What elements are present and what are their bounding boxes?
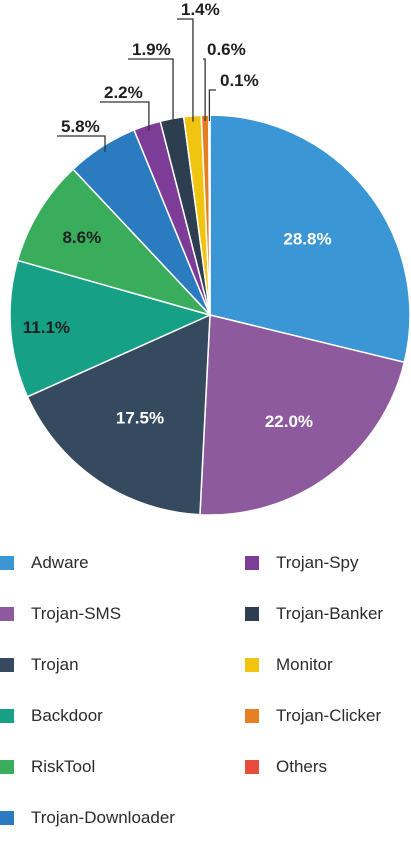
leader-line-trojan-banker: [128, 58, 174, 125]
data-label-trojan-clicker: 0.6%: [207, 40, 246, 59]
pie-slice-trojan: [26, 313, 211, 516]
legend-item-monitor: Monitor: [245, 652, 333, 678]
legend-swatch: [245, 556, 259, 570]
legend-swatch: [0, 811, 14, 825]
legend-label: Others: [276, 757, 328, 776]
legend-swatch: [0, 709, 14, 723]
leader-line-trojan-downloader: [57, 135, 106, 152]
legend-item-adware: Adware: [0, 550, 89, 576]
data-label-monitor: 1.4%: [181, 0, 220, 19]
legend-swatch: [245, 607, 259, 621]
data-label-others: 0.1%: [220, 71, 259, 90]
legend-item-trojan-sms: Trojan-SMS: [0, 601, 121, 627]
legend-item-trojan: Trojan: [0, 652, 79, 678]
legend-label: Monitor: [276, 655, 333, 674]
legend-item-others: Others: [245, 754, 327, 780]
legend-swatch: [245, 658, 259, 672]
data-label-trojan-spy: 2.2%: [104, 83, 143, 102]
pie-slice-risktool: [16, 168, 213, 317]
data-label-adware: 28.8%: [283, 229, 331, 248]
legend-label: Adware: [31, 553, 89, 572]
leader-line-trojan-spy: [100, 101, 150, 131]
leader-line-monitor: [177, 18, 194, 122]
pie-chart: 28.8% 22.0% 17.5% 11.1% 8.6% 5.8%2.2% 1.9% 1.4%…: [9, 0, 411, 516]
data-label-trojan: 17.5%: [116, 408, 164, 427]
leader-line-trojan-clicker: [203, 58, 206, 122]
data-label-risktool: 8.6%: [62, 228, 101, 247]
pie-slice-backdoor: [9, 259, 213, 398]
data-label-trojan-downloader: 5.8%: [61, 117, 100, 136]
legend-swatch: [0, 658, 14, 672]
leader-line-others: [208, 89, 216, 122]
legend-label: Trojan-Downloader: [31, 808, 175, 827]
legend-swatch: [0, 556, 14, 570]
data-label-trojan-banker: 1.9%: [132, 40, 171, 59]
legend-label: Trojan-Spy: [276, 553, 359, 572]
legend-label: Trojan-Banker: [276, 604, 384, 623]
legend-item-trojan-spy: Trojan-Spy: [245, 550, 359, 576]
legend: Adware Trojan-SMS Trojan Backdoor RiskTool Tr…: [0, 540, 411, 850]
legend-swatch: [245, 709, 259, 723]
legend-label: Trojan-Clicker: [276, 706, 382, 725]
legend-label: Trojan-SMS: [31, 604, 122, 623]
data-label-backdoor: 11.1%: [23, 318, 70, 337]
legend-item-trojan-clicker: Trojan-Clicker: [245, 703, 381, 729]
legend-item-backdoor: Backdoor: [0, 703, 103, 729]
legend-swatch: [0, 760, 14, 774]
legend-label: Backdoor: [31, 706, 103, 725]
pie-slice-trojan-sms: [199, 314, 406, 516]
pie-slice-adware: [209, 114, 411, 364]
legend-label: Trojan: [31, 655, 79, 674]
legend-label: RiskTool: [31, 757, 96, 776]
legend-swatch: [245, 760, 259, 774]
legend-item-trojan-banker: Trojan-Banker: [245, 601, 383, 627]
legend-item-trojan-downloader: Trojan-Downloader: [0, 805, 175, 831]
legend-item-risktool: RiskTool: [0, 754, 95, 780]
legend-swatch: [0, 607, 14, 621]
data-label-trojan-sms: 22.0%: [265, 412, 313, 431]
